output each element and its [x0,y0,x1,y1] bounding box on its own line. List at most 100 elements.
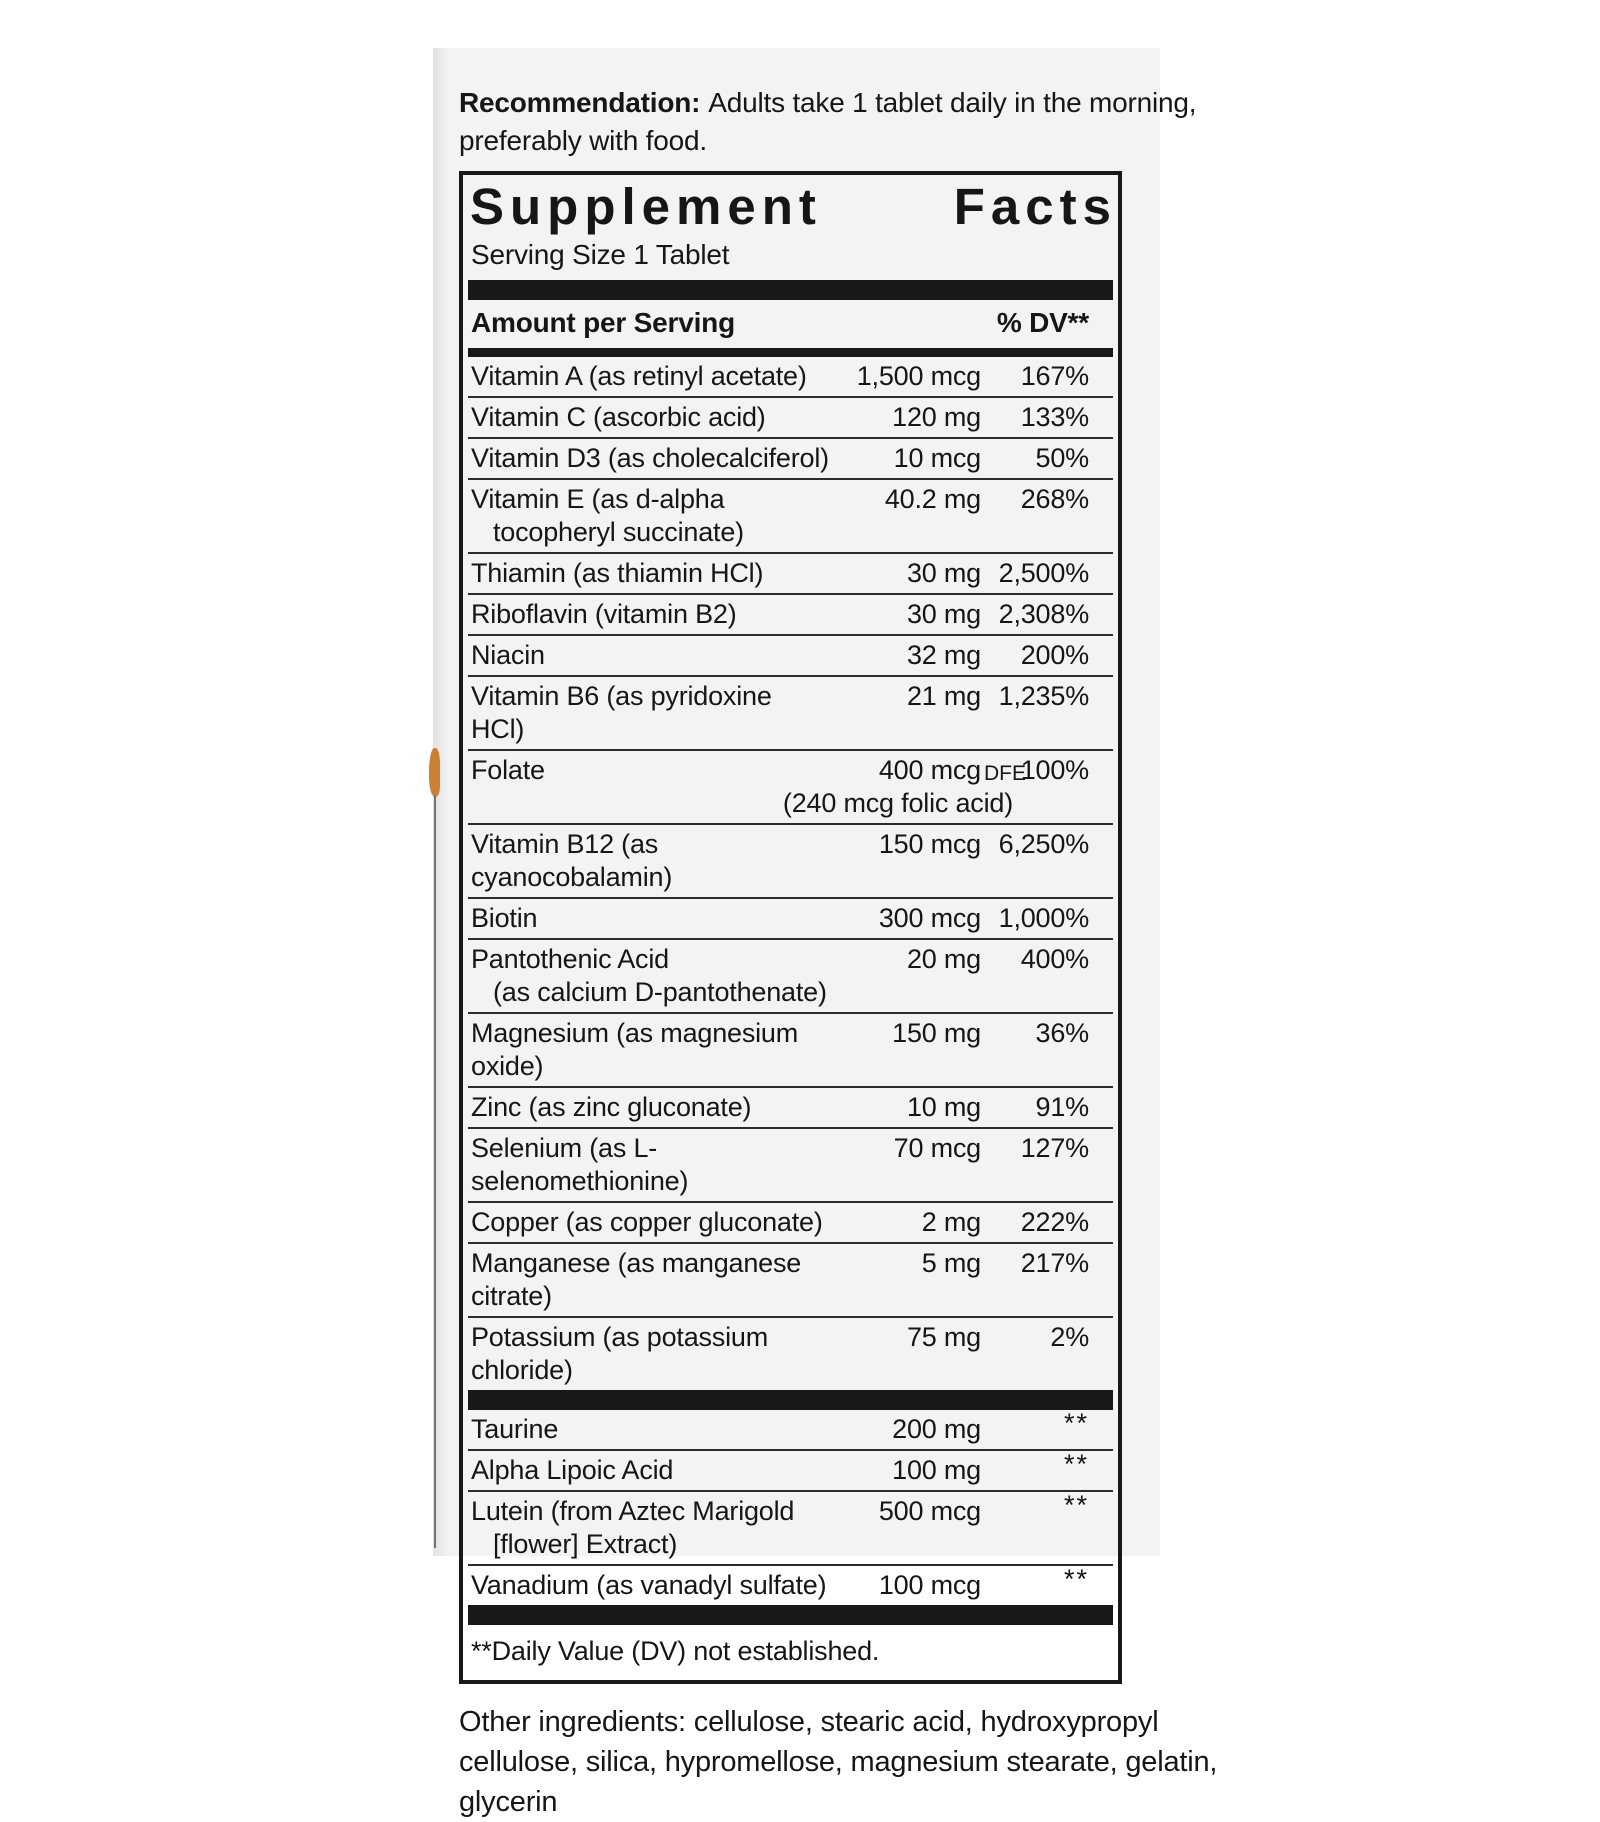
nutrient-amount: 120 mg [831,401,981,434]
nutrient-name-cell: Folate [471,754,831,787]
nutrient-amount: 30 mg [831,557,981,590]
nutrient-daily-value: 127% [1020,1133,1089,1164]
nutrient-amount: 10 mg [831,1091,981,1124]
nutrient-name-cell: Biotin [471,902,831,935]
amount-per-serving-header: Amount per Serving [471,307,735,339]
divider-bar-thick-middle [468,1390,1113,1411]
nutrient-daily-value: 400% [1020,944,1089,975]
nutrient-row: Vitamin C (ascorbic acid) 120 mg 133% [468,398,1113,440]
nutrient-row: Thiamin (as thiamin HCl) 30 mg 2,500% [468,554,1113,596]
nutrient-row: Vitamin D3 (as cholecalciferol) 10 mcg 5… [468,439,1113,481]
nutrient-name-cell: Pantothenic Acid (as calcium D-pantothen… [471,943,831,1009]
nutrient-amount: 10 mcg [831,442,982,475]
nutrient-amount-value: 300 mcg [878,903,981,934]
nutrient-name: Niacin [471,640,545,671]
nutrient-name: Taurine [471,1414,559,1445]
nutrient-amount: 70 mcg [831,1132,982,1165]
divider-bar-thick-top [468,280,1113,301]
nutrient-amount: 1,500 mcg [831,360,981,393]
nutrient-name-cell: Thiamin (as thiamin HCl) [471,557,831,590]
nutrient-amount: 2 mg [831,1206,981,1239]
nutrient-daily-value: 91% [1035,1092,1090,1123]
nutrient-daily-value: 1,235% [998,681,1090,712]
nutrient-amount-value: 20 mg [906,944,981,975]
facts-title-word-1: Supplement [470,178,822,235]
nutrient-amount: 100 mg [831,1454,981,1487]
nutrient-name: Pantothenic Acid [471,944,669,975]
supplement-label-panel: Recommendation: Adults take 1 tablet dail… [429,48,1217,1818]
dfe-unit-label: DFE [984,762,1026,786]
nutrient-amount: 150 mcg [831,828,981,861]
nutrient-name: Vitamin C (ascorbic acid) [471,402,766,433]
nutrient-amount-value: 2 mg [921,1207,981,1238]
nutrient-daily-value: 36% [1035,1018,1090,1049]
nutrient-row: Vitamin B12 (as cyanocobalamin) 150 mcg … [468,825,1113,900]
nutrient-name: Riboflavin (vitamin B2) [471,599,737,630]
nutrient-row: Pantothenic Acid (as calcium D-pantothen… [468,940,1113,1015]
nutrient-amount-value: 120 mg [892,402,981,433]
nutrient-amount-value: 30 mg [906,599,981,630]
nutrient-name: Vanadium (as vanadyl sulfate) [471,1570,827,1601]
nutrient-daily-value: 50% [1035,443,1090,474]
nutrient-daily-value: 133% [1020,402,1089,433]
nutrient-amount-value: 10 mg [906,1092,981,1123]
nutrient-amount-value: 75 mg [906,1322,981,1353]
other-ingredients-line-1: Other ingredients: cellulose, stearic ac… [459,1706,1159,1739]
nutrient-amount: 200 mg [831,1413,981,1446]
nutrient-amount-value: 32 mg [906,640,981,671]
nutrient-amount-value: 70 mcg [893,1133,982,1164]
nutrient-name-continued: (as calcium D-pantothenate) [493,977,827,1008]
recommendation-line-1-rest: Adults take 1 tablet daily in the mornin… [708,87,1197,118]
nutrient-name-cell: Copper (as copper gluconate) [471,1206,831,1239]
nutrient-name: Vitamin E (as d-alpha [471,484,725,515]
nutrient-amount: 500 mcg [831,1495,981,1528]
column-headers: Amount per Serving % DV** [468,300,1113,348]
nutrient-daily-value: 100% [1020,755,1089,786]
recommendation-text: Recommendation: Adults take 1 tablet dail… [459,84,1197,160]
nutrient-amount: 100 mcg [831,1569,981,1602]
nutrient-amount: 75 mg [831,1321,981,1354]
nutrient-amount-secondary: (240 mcg folic acid) [782,788,1013,819]
nutrient-amount-value: 150 mcg [878,829,981,860]
nutrient-row: Alpha Lipoic Acid 100 mg ** [468,1449,1113,1493]
nutrient-row: Vitamin E (as d-alpha tocopheryl succina… [468,480,1113,555]
nutrient-daily-value: 6,250% [998,829,1090,860]
nutrient-name-cell: Potassium (as potassium chloride) [471,1321,831,1387]
nutrient-amount: 400 mcg DFE [831,754,1026,787]
nutrient-row: Copper (as copper gluconate) 2 mg 222% [468,1203,1113,1245]
nutrient-row: Biotin 300 mcg 1,000% [468,899,1113,941]
nutrient-name-cell: Riboflavin (vitamin B2) [471,598,831,631]
nutrient-name-continued: tocopheryl succinate) [493,517,744,548]
nutrient-amount: 21 mg [831,680,981,713]
nutrient-daily-value: 2,500% [998,558,1090,589]
nutrient-name-cell: Niacin [471,639,831,672]
dv-footnote: **Daily Value (DV) not established. [471,1636,880,1667]
nutrient-row: Riboflavin (vitamin B2) 30 mg 2,308% [468,595,1113,637]
nutrient-name: Vitamin D3 (as cholecalciferol) [471,443,829,474]
nutrient-daily-value: 2% [1050,1322,1089,1353]
nutrient-amount: 20 mg [831,943,981,976]
nutrient-row: Folate 400 mcg DFE 100% (240 mcg folic ac… [468,751,1113,826]
nutrient-amount-value: 40.2 mg [884,484,981,515]
nutrient-daily-value: 2,308% [998,599,1090,630]
nutrient-name: Lutein (from Aztec Marigold [471,1496,795,1527]
nutrient-amount: 5 mg [831,1247,981,1280]
nutrient-name: Alpha Lipoic Acid [471,1455,674,1486]
nutrient-name-cell: Selenium (as L-selenomethionine) [471,1132,831,1198]
nutrient-row: Manganese (as manganese citrate) 5 mg 21… [468,1244,1113,1319]
recommendation-line-2: preferably with food. [459,125,707,156]
nutrient-amount-value: 1,500 mcg [856,361,981,392]
nutrient-row: Vitamin A (as retinyl acetate) 1,500 mcg… [468,357,1113,399]
nutrient-name-cell: Magnesium (as magnesium oxide) [471,1017,831,1083]
nutrient-daily-value: ** [1063,1564,1089,1595]
nutrient-row: Vitamin B6 (as pyridoxine HCl) 21 mg 1,2… [468,677,1113,752]
nutrient-daily-value: 1,000% [998,903,1090,934]
nutrient-amount-value: 100 mg [892,1455,981,1486]
nutrient-amount: 32 mg [831,639,981,672]
other-ingredients-line-3: glycerin [459,1786,558,1819]
nutrient-name: Copper (as copper gluconate) [471,1207,823,1238]
percent-dv-header: % DV** [996,307,1089,339]
nutrient-name: Selenium (as L-selenomethionine) [471,1133,689,1197]
nutrient-name: Magnesium (as magnesium oxide) [471,1018,799,1082]
nutrient-rows: Vitamin A (as retinyl acetate) 1,500 mcg… [468,357,1113,1390]
